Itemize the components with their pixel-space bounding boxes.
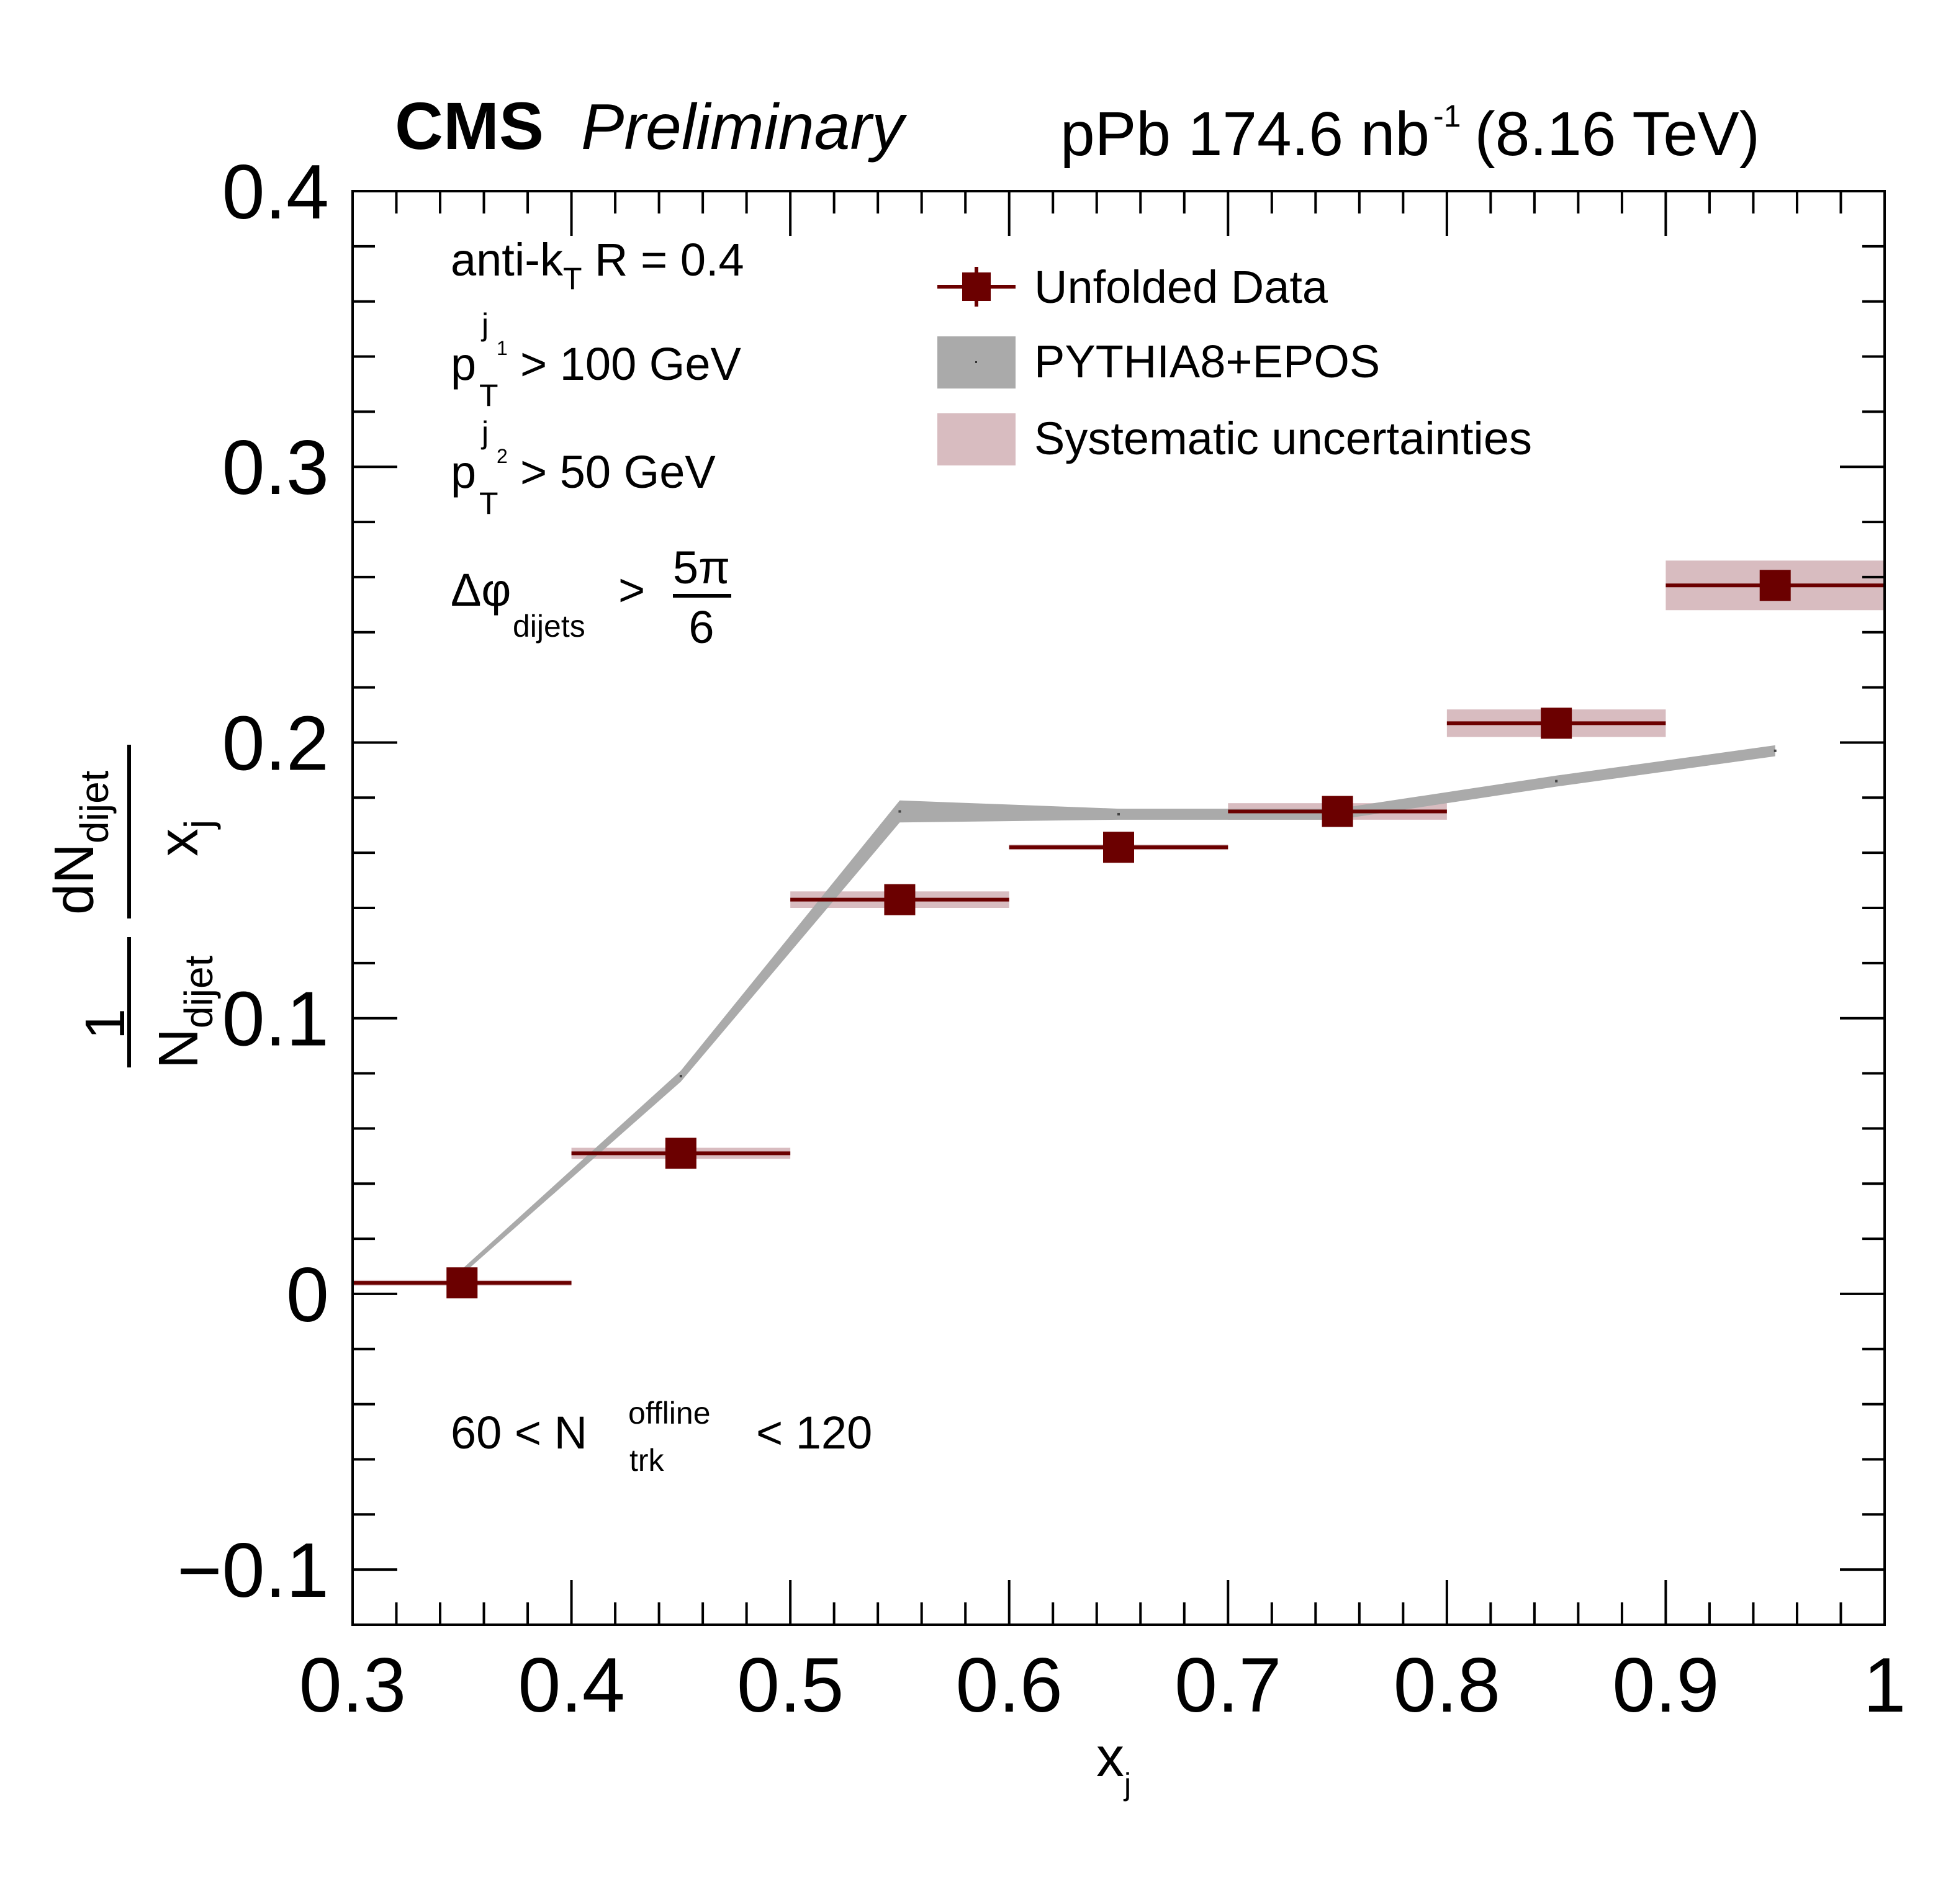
legend-mc-label: PYTHIA8+EPOS	[1034, 336, 1380, 387]
mc-point	[1117, 812, 1120, 815]
svg-text:>: >	[618, 564, 645, 616]
mc-point	[1773, 749, 1777, 752]
mc-point	[898, 810, 901, 813]
mc-point	[679, 1074, 682, 1077]
annotations: anti-kT R = 0.4 p j 1 T > 100 GeV p j 2 …	[451, 234, 872, 1478]
data-point	[1759, 570, 1791, 601]
svg-text:T: T	[479, 378, 498, 413]
legend-entry-data: Unfolded Data	[937, 261, 1328, 313]
x-tick-label: 0.3	[299, 1643, 406, 1728]
x-tick-label: 1	[1864, 1643, 1906, 1728]
legend-data-marker	[962, 272, 991, 301]
y-tick-label: 0.3	[222, 425, 329, 511]
jet-algo-label: anti-kT R = 0.4	[451, 234, 744, 296]
y-tick-label: 0.4	[222, 150, 329, 235]
svg-text:trk: trk	[629, 1443, 665, 1478]
legend-mc-dot	[975, 361, 977, 363]
x-tick-label: 0.8	[1394, 1643, 1500, 1728]
leading-jet-cut: p j 1 T > 100 GeV	[451, 307, 742, 413]
data-point	[1322, 796, 1353, 827]
lumi-label: pPb 174.6 nb -1 (8.16 TeV)	[1060, 99, 1760, 169]
mc-point	[1555, 779, 1558, 783]
y-tick-label: −0.1	[177, 1528, 329, 1614]
legend-entry-mc: PYTHIA8+EPOS	[937, 336, 1380, 388]
x-tick-label: 0.6	[956, 1643, 1063, 1728]
data-point	[884, 884, 916, 915]
legend-entry-syst: Systematic uncertainties	[937, 413, 1532, 465]
y-axis-title: 1 Ndijet dNdijet xj	[43, 745, 221, 1069]
legend-syst-swatch	[937, 413, 1016, 465]
data-layer	[353, 570, 1885, 1299]
legend-syst-label: Systematic uncertainties	[1034, 413, 1532, 464]
subleading-jet-cut: p j 2 T > 50 GeV	[451, 415, 716, 521]
y-title-N: Ndijet	[148, 955, 221, 1069]
data-point	[1103, 832, 1134, 863]
multiplicity-range: 60 < N trk offline < 120	[451, 1396, 872, 1478]
svg-text:6: 6	[688, 601, 714, 653]
tick-labels: 0.3 0.4 0.5 0.6 0.7 0.8 0.9 1 −0.1 0 0.1 0.2 0.3 0.4	[177, 150, 1906, 1728]
plot-frame	[351, 190, 1886, 1626]
svg-text:< 120: < 120	[756, 1407, 872, 1458]
y-title-one: 1	[74, 1008, 137, 1040]
svg-text:2: 2	[497, 445, 508, 467]
status-label: Preliminary	[581, 91, 908, 163]
svg-text:> 50 GeV: > 50 GeV	[520, 446, 716, 498]
svg-text:T: T	[479, 486, 498, 521]
y-tick-label: 0.1	[222, 977, 329, 1062]
svg-text:Δφ: Δφ	[451, 564, 511, 616]
y-tick-label: 0	[286, 1252, 329, 1338]
x-tick-label: 0.9	[1612, 1643, 1719, 1728]
svg-text:> 100 GeV: > 100 GeV	[520, 338, 742, 390]
data-point	[446, 1267, 478, 1299]
experiment-label: CMS	[395, 88, 544, 163]
svg-text:60 < N: 60 < N	[451, 1407, 587, 1458]
svg-text:offline: offline	[628, 1396, 711, 1430]
y-title-x: xj	[148, 820, 221, 856]
y-title-dN: dNdijet	[43, 770, 117, 915]
x-tick-label: 0.5	[737, 1643, 844, 1728]
data-point	[1541, 707, 1572, 739]
data-point	[665, 1138, 696, 1169]
svg-text:p: p	[451, 338, 476, 390]
svg-text:5π: 5π	[673, 542, 730, 593]
legend: Unfolded Data PYTHIA8+EPOS Systematic un…	[937, 261, 1532, 465]
x-tick-label: 0.7	[1174, 1643, 1281, 1728]
y-tick-label: 0.2	[222, 701, 329, 786]
dphi-cut: Δφ dijets > 5π 6	[451, 542, 731, 653]
x-axis-title: xj	[1096, 1727, 1131, 1802]
svg-text:dijets: dijets	[513, 609, 585, 644]
x-tick-label: 0.4	[518, 1643, 624, 1728]
svg-text:p: p	[451, 446, 476, 498]
svg-text:j: j	[480, 307, 489, 342]
svg-text:j: j	[480, 415, 489, 450]
legend-data-label: Unfolded Data	[1034, 261, 1328, 313]
svg-text:1: 1	[497, 337, 508, 359]
